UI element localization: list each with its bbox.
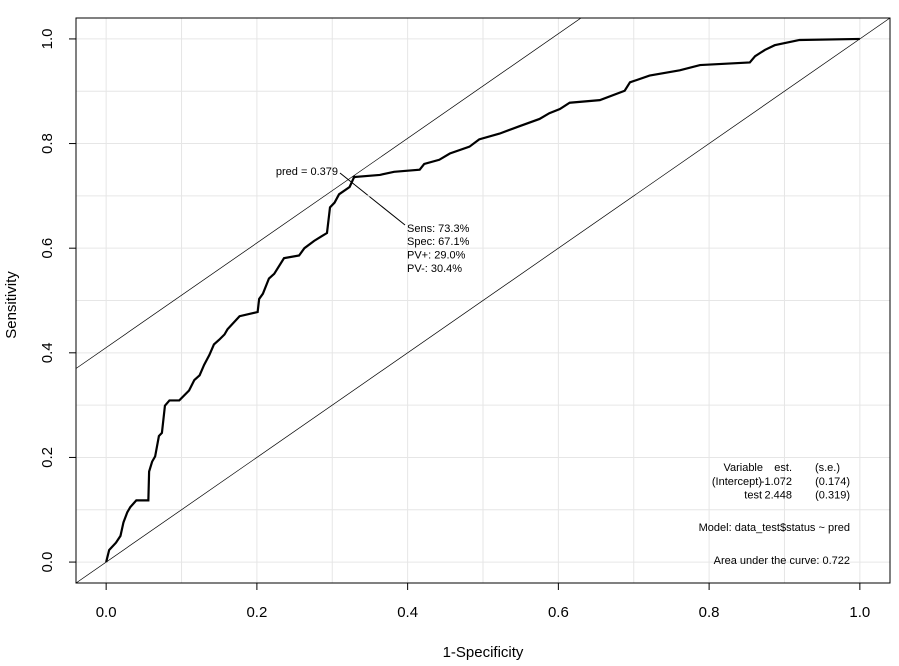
- table-header: (s.e.): [815, 462, 840, 474]
- auc-text: Area under the curve: 0.722: [714, 555, 850, 567]
- table-cell: -1.072: [761, 476, 792, 488]
- x-tick-label: 0.0: [96, 604, 117, 621]
- y-axis-label: Sensitivity: [3, 271, 20, 339]
- x-tick-label: 0.4: [397, 604, 418, 621]
- table-header: est.: [774, 462, 792, 474]
- cutoff-point: [352, 175, 356, 179]
- table-cell: test: [744, 489, 762, 501]
- y-tick-label: 1.0: [39, 28, 56, 49]
- x-axis-label: 1-Specificity: [443, 644, 524, 661]
- y-tick-label: 0.8: [39, 133, 56, 154]
- reference-line: [76, 18, 582, 369]
- plot-frame: [75, 17, 891, 584]
- y-tick-label: 0.0: [39, 552, 56, 573]
- y-tick-label: 0.4: [39, 342, 56, 363]
- reference-line: [76, 18, 890, 583]
- cutoff-stat: PV-: 30.4%: [407, 263, 462, 275]
- cutoff-stat: Spec: 67.1%: [407, 236, 470, 248]
- cutoff-stat: PV+: 29.0%: [407, 250, 466, 262]
- x-tick-label: 0.6: [548, 604, 569, 621]
- x-tick-label: 0.8: [699, 604, 720, 621]
- x-tick-label: 0.2: [246, 604, 267, 621]
- table-header: Variable: [723, 462, 763, 474]
- y-tick-label: 0.2: [39, 447, 56, 468]
- roc-curve: [105, 37, 860, 563]
- model-text: Model: data_test$status ~ pred: [699, 522, 850, 534]
- y-tick-label: 0.6: [39, 238, 56, 259]
- table-cell: (0.174): [815, 476, 850, 488]
- cutoff-label: pred = 0.379: [276, 166, 338, 178]
- table-cell: (0.319): [815, 489, 850, 501]
- cutoff-pointer: [354, 184, 406, 226]
- table-cell: 2.448: [764, 489, 792, 501]
- table-cell: (Intercept): [712, 476, 762, 488]
- cutoff-stat: Sens: 73.3%: [407, 223, 470, 235]
- x-tick-label: 1.0: [849, 604, 870, 621]
